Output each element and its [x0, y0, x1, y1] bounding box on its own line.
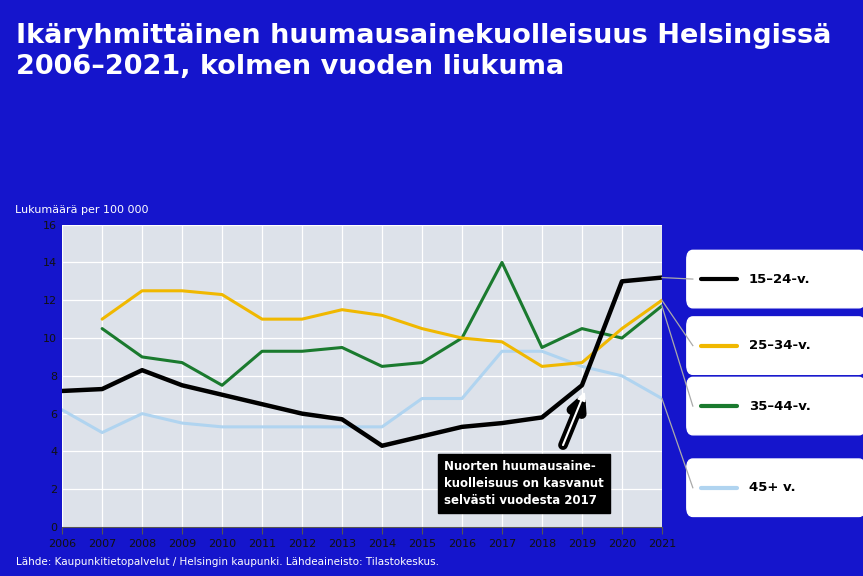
Text: Ikäryhmittäinen huumausainekuolleisuus Helsingissä
2006–2021, kolmen vuoden liuk: Ikäryhmittäinen huumausainekuolleisuus H…	[16, 23, 831, 80]
Text: 25–34-v.: 25–34-v.	[749, 339, 810, 352]
Text: Lähde: Kaupunkitietopalvelut / Helsingin kaupunki. Lähdeaineisto: Tilastokeskus.: Lähde: Kaupunkitietopalvelut / Helsingin…	[16, 556, 438, 567]
Text: Nuorten huumausaine-
kuolleisuus on kasvanut
selvästi vuodesta 2017: Nuorten huumausaine- kuolleisuus on kasv…	[444, 460, 604, 507]
Text: 15–24-v.: 15–24-v.	[749, 272, 810, 286]
Text: 45+ v.: 45+ v.	[749, 481, 796, 494]
Text: 35–44-v.: 35–44-v.	[749, 400, 810, 412]
FancyBboxPatch shape	[687, 251, 863, 308]
FancyBboxPatch shape	[687, 377, 863, 435]
FancyBboxPatch shape	[687, 317, 863, 374]
Text: Lukumäärä per 100 000: Lukumäärä per 100 000	[15, 205, 148, 215]
FancyBboxPatch shape	[687, 459, 863, 517]
